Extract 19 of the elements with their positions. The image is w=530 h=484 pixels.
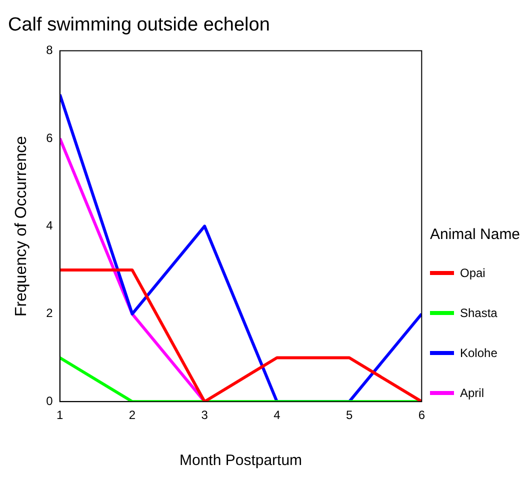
- x-tick-label: 4: [274, 408, 281, 422]
- y-tick-label: 0: [46, 394, 54, 408]
- chart-title: Calf swimming outside echelon: [8, 14, 270, 36]
- y-tick-label: 4: [46, 218, 54, 233]
- x-tick-label: 5: [346, 408, 353, 422]
- legend-label: Kolohe: [460, 346, 498, 360]
- y-tick-label: 6: [46, 130, 54, 145]
- x-axis-title: Month Postpartum: [179, 452, 302, 470]
- x-tick-label: 1: [56, 408, 64, 422]
- x-tick-label: 6: [418, 408, 426, 422]
- y-tick-label: 8: [46, 43, 54, 58]
- x-tick-label: 3: [201, 408, 208, 422]
- legend-label: Shasta: [460, 306, 498, 320]
- y-axis-title: Frequency of Occurrence: [13, 136, 30, 316]
- legend-title: Animal Name: [430, 226, 522, 243]
- x-tick-label: 2: [128, 408, 136, 422]
- legend-label: Opai: [460, 266, 486, 280]
- legend-label: April: [460, 386, 484, 400]
- y-tick-label: 2: [46, 306, 54, 320]
